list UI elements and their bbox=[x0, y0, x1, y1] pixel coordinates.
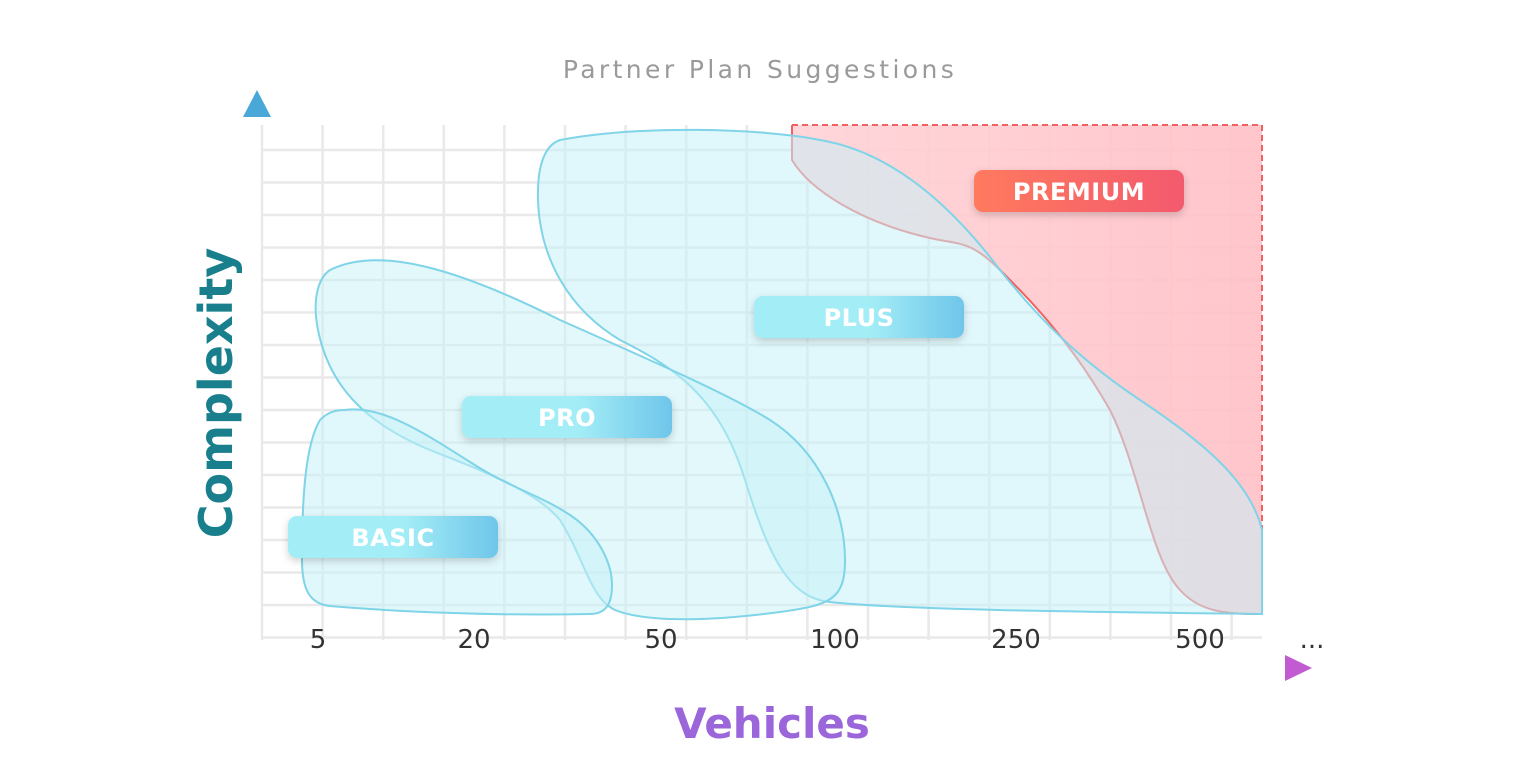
plan-badge-background bbox=[462, 396, 672, 438]
x-tick-label: 50 bbox=[644, 625, 677, 655]
x-tick-label: 250 bbox=[991, 625, 1041, 655]
plan-badge-background bbox=[288, 516, 498, 558]
x-tick-label: ... bbox=[1300, 625, 1325, 655]
plan-badge-background bbox=[754, 296, 964, 338]
plan-badge-label: BASIC bbox=[351, 524, 434, 552]
x-tick-labels: 5 20 50 100 250 500... bbox=[310, 625, 1325, 655]
series-outline-premium bbox=[792, 124, 1263, 614]
x-tick-label: 5 bbox=[310, 625, 327, 655]
plan-badge-label: PREMIUM bbox=[1013, 178, 1145, 206]
plan-labels: BASIC PRO PLUS PREMIUM bbox=[288, 170, 1184, 558]
x-tick-label: 500 bbox=[1175, 625, 1225, 655]
y-axis-label: Complexity bbox=[189, 248, 243, 539]
series-area-basic bbox=[300, 408, 614, 616]
x-tick-label: 100 bbox=[810, 625, 860, 655]
y-axis-arrow-icon bbox=[243, 90, 271, 117]
plan-badge-plus: PLUS bbox=[754, 296, 964, 338]
plan-badge-premium: PREMIUM bbox=[974, 170, 1184, 212]
plan-badge-label: PRO bbox=[538, 404, 596, 432]
x-axis-arrow-icon bbox=[1285, 655, 1312, 681]
x-tick-label: 20 bbox=[457, 625, 490, 655]
plan-badge-background bbox=[974, 170, 1184, 212]
series-area-plus bbox=[536, 128, 1263, 616]
plan-badge-pro: PRO bbox=[462, 396, 672, 438]
chart-title: Partner Plan Suggestions bbox=[563, 55, 957, 84]
plan-badge-label: PLUS bbox=[824, 304, 895, 332]
x-axis-label: Vehicles bbox=[674, 699, 870, 748]
plan-badge-basic: BASIC bbox=[288, 516, 498, 558]
